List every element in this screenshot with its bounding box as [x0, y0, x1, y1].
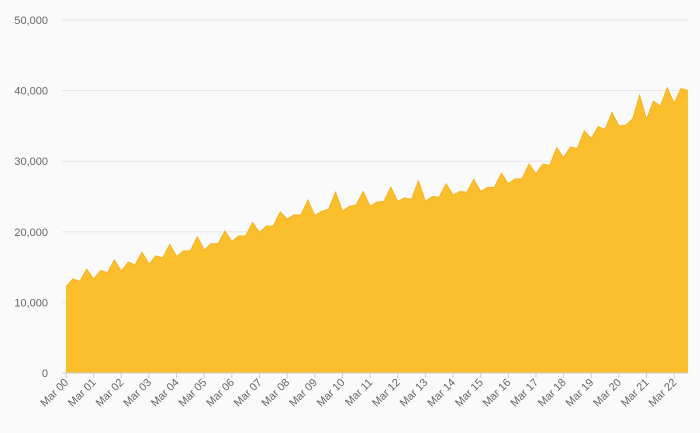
x-tick-label: Mar 13: [398, 377, 431, 410]
x-tick-label: Mar 02: [94, 377, 127, 410]
y-tick-label: 10,000: [14, 297, 48, 309]
x-tick-label: Mar 05: [177, 377, 210, 410]
x-tick-label: Mar 11: [343, 377, 375, 409]
x-tick-label: Mar 07: [232, 377, 265, 410]
y-tick-label: 30,000: [14, 156, 48, 168]
x-tick-label: Mar 18: [536, 377, 569, 410]
series-area: [66, 87, 688, 373]
x-tick-label: Mar 10: [315, 377, 348, 410]
x-tick-label: Mar 22: [647, 377, 680, 410]
x-tick-label: Mar 14: [425, 377, 458, 410]
x-tick-label: Mar 03: [121, 377, 154, 410]
y-tick-label: 20,000: [14, 227, 48, 239]
x-tick-label: Mar 16: [481, 377, 514, 410]
x-tick-label: Mar 19: [564, 377, 597, 410]
x-tick-label: Mar 06: [204, 377, 237, 410]
x-tick-label: Mar 08: [260, 377, 293, 410]
series-line: [65, 86, 689, 288]
x-tick-label: Mar 04: [149, 377, 182, 410]
y-tick-label: 40,000: [14, 86, 48, 98]
x-tick-label: Mar 15: [453, 377, 486, 410]
x-tick-label: Mar 17: [508, 377, 541, 410]
x-tick-label: Mar 12: [370, 377, 403, 410]
x-tick-label: Mar 21: [619, 377, 652, 410]
y-tick-label: 50,000: [14, 15, 48, 27]
x-tick-label: Mar 09: [287, 377, 320, 410]
y-tick-label: 0: [42, 368, 48, 380]
x-tick-label: Mar 01: [66, 377, 99, 410]
y-axis-ticks: 0 10,000 20,000 30,000 40,000 50,000: [14, 15, 48, 380]
x-tick-label: Mar 00: [38, 377, 71, 410]
x-tick-label: Mar 20: [591, 377, 624, 410]
